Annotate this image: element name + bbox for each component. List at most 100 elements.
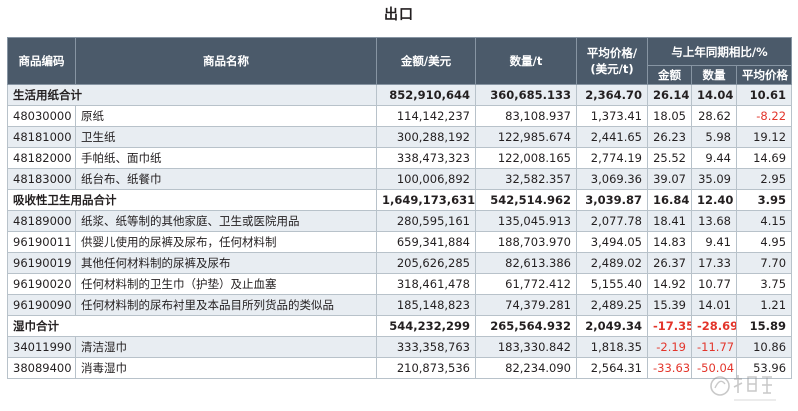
cell-avg-price: 2,564.31 (576, 357, 648, 379)
cell-yoy-price: -8.22 (735, 105, 793, 127)
cell-yoy-quantity: 17.33 (691, 252, 737, 274)
cell-code: 96190019 (7, 252, 76, 274)
cell-yoy-amount: 16.84 (647, 189, 692, 211)
table-row: 48189000 纸浆、纸等制的其他家庭、卫生或医院用品 280,595,161 13… (7, 210, 793, 232)
cell-yoy-price: 10.61 (735, 84, 793, 106)
cell-amount: 852,910,644 (376, 84, 476, 106)
cell-quantity: 83,108.937 (475, 105, 577, 127)
cell-yoy-amount: -17.35 (647, 315, 692, 337)
cell-yoy-amount: -33.63 (647, 357, 692, 379)
cell-quantity: 135,045.913 (475, 210, 577, 232)
header-amount: 金额/美元 (376, 37, 476, 85)
subtotal-label: 湿巾合计 (7, 315, 377, 337)
cell-amount: 205,626,285 (376, 252, 476, 274)
cell-code: 48182000 (7, 147, 76, 169)
table-row: 96190011 供婴儿使用的尿裤及尿布，任何材料制 659,341,884 188,… (7, 231, 793, 253)
cell-yoy-price: 15.89 (735, 315, 793, 337)
header-yoy-quantity: 数量 (691, 65, 737, 85)
header-avg-price: 平均价格/ (美元/t) (576, 37, 648, 85)
cell-yoy-price: 4.95 (735, 231, 793, 253)
header-avg-price-line1: 平均价格/ (586, 46, 638, 60)
cell-yoy-amount: 26.23 (647, 126, 692, 148)
cell-code: 38089400 (7, 357, 76, 379)
cell-code: 96190020 (7, 273, 76, 295)
cell-yoy-price: 1.21 (735, 294, 793, 316)
cell-amount: 210,873,536 (376, 357, 476, 379)
cell-yoy-quantity: 5.98 (691, 126, 737, 148)
cell-avg-price: 1,373.41 (576, 105, 648, 127)
subtotal-row: 吸收性卫生用品合计 1,649,173,631 542,514.962 3,039.8… (7, 189, 793, 211)
subtotal-row: 湿巾合计 544,232,299 265,564.932 2,049.34 -17.35… (7, 315, 793, 337)
cell-code: 48181000 (7, 126, 76, 148)
table-row: 96190020 任何材料制的卫生巾（护垫）及止血塞 318,461,478 61,7… (7, 273, 793, 295)
cell-yoy-amount: 26.14 (647, 84, 692, 106)
cell-quantity: 265,564.932 (475, 315, 577, 337)
cell-name: 清洁湿巾 (75, 336, 377, 358)
cell-amount: 114,142,237 (376, 105, 476, 127)
cell-avg-price: 2,364.70 (576, 84, 648, 106)
cell-yoy-quantity: 13.68 (691, 210, 737, 232)
cell-amount: 280,595,161 (376, 210, 476, 232)
table-row: 96190090 任何材料制的尿布衬里及本品目所列货品的类似品 185,148,82… (7, 294, 793, 316)
cell-yoy-amount: 18.41 (647, 210, 692, 232)
cell-name: 纸台布、纸餐巾 (75, 168, 377, 190)
cell-yoy-price: 19.12 (735, 126, 793, 148)
table-row: 48183000 纸台布、纸餐巾 100,006,892 32,582.357 3,06… (7, 168, 793, 190)
table-row: 38089400 消毒湿巾 210,873,536 82,234.090 2,564.3… (7, 357, 793, 379)
cell-name: 供婴儿使用的尿裤及尿布，任何材料制 (75, 231, 377, 253)
page-title: 出口 (384, 7, 414, 23)
cell-avg-price: 2,774.19 (576, 147, 648, 169)
cell-code: 34011990 (7, 336, 76, 358)
cell-quantity: 82,234.090 (475, 357, 577, 379)
table-row: 48181000 卫生纸 300,288,192 122,985.674 2,441.6… (7, 126, 793, 148)
cell-yoy-price: 3.75 (735, 273, 793, 295)
cell-quantity: 542,514.962 (475, 189, 577, 211)
cell-yoy-amount: 14.92 (647, 273, 692, 295)
header-name: 商品名称 (75, 37, 377, 85)
cell-yoy-amount: 26.37 (647, 252, 692, 274)
table-body: 生活用纸合计 852,910,644 360,685.133 2,364.70 26.1… (7, 84, 793, 379)
cell-yoy-price: 10.86 (735, 336, 793, 358)
cell-yoy-price: 14.69 (735, 147, 793, 169)
cell-amount: 100,006,892 (376, 168, 476, 190)
cell-quantity: 82,613.386 (475, 252, 577, 274)
cell-quantity: 32,582.357 (475, 168, 577, 190)
header-yoy-price: 平均价格 (735, 65, 793, 85)
cell-name: 任何材料制的卫生巾（护垫）及止血塞 (75, 273, 377, 295)
cell-name: 原纸 (75, 105, 377, 127)
cell-yoy-quantity: -28.69 (691, 315, 737, 337)
cell-yoy-amount: -2.19 (647, 336, 692, 358)
cell-yoy-amount: 14.83 (647, 231, 692, 253)
cell-amount: 185,148,823 (376, 294, 476, 316)
subtotal-label: 生活用纸合计 (7, 84, 377, 106)
cell-yoy-price: 53.96 (735, 357, 793, 379)
cell-quantity: 183,330.842 (475, 336, 577, 358)
cell-avg-price: 1,818.35 (576, 336, 648, 358)
cell-name: 手帕纸、面巾纸 (75, 147, 377, 169)
subtotal-row: 生活用纸合计 852,910,644 360,685.133 2,364.70 26.1… (7, 84, 793, 106)
header-yoy-group: 与上年同期相比/% (646, 37, 793, 66)
cell-quantity: 61,772.412 (475, 273, 577, 295)
header-quantity: 数量/t (475, 37, 577, 85)
cell-amount: 338,473,323 (376, 147, 476, 169)
cell-amount: 333,358,763 (376, 336, 476, 358)
header-avg-price-line2: (美元/t) (590, 62, 634, 76)
cell-name: 纸浆、纸等制的其他家庭、卫生或医院用品 (75, 210, 377, 232)
cell-yoy-quantity: 10.77 (691, 273, 737, 295)
cell-avg-price: 2,077.78 (576, 210, 648, 232)
cell-avg-price: 3,039.87 (576, 189, 648, 211)
cell-yoy-quantity: -11.77 (691, 336, 737, 358)
cell-yoy-price: 7.70 (735, 252, 793, 274)
cell-quantity: 360,685.133 (475, 84, 577, 106)
table-row: 48030000 原纸 114,142,237 83,108.937 1,373.41 1… (7, 105, 793, 127)
cell-yoy-quantity: 35.09 (691, 168, 737, 190)
cell-yoy-quantity: 12.40 (691, 189, 737, 211)
cell-name: 任何材料制的尿布衬里及本品目所列货品的类似品 (75, 294, 377, 316)
cell-yoy-price: 4.15 (735, 210, 793, 232)
cell-avg-price: 2,489.02 (576, 252, 648, 274)
header-yoy-amount: 金额 (647, 65, 692, 85)
cell-yoy-quantity: 28.62 (691, 105, 737, 127)
cell-name: 卫生纸 (75, 126, 377, 148)
table-row: 96190019 其他任何材料制的尿裤及尿布 205,626,285 82,613.3… (7, 252, 793, 274)
cell-avg-price: 5,155.40 (576, 273, 648, 295)
